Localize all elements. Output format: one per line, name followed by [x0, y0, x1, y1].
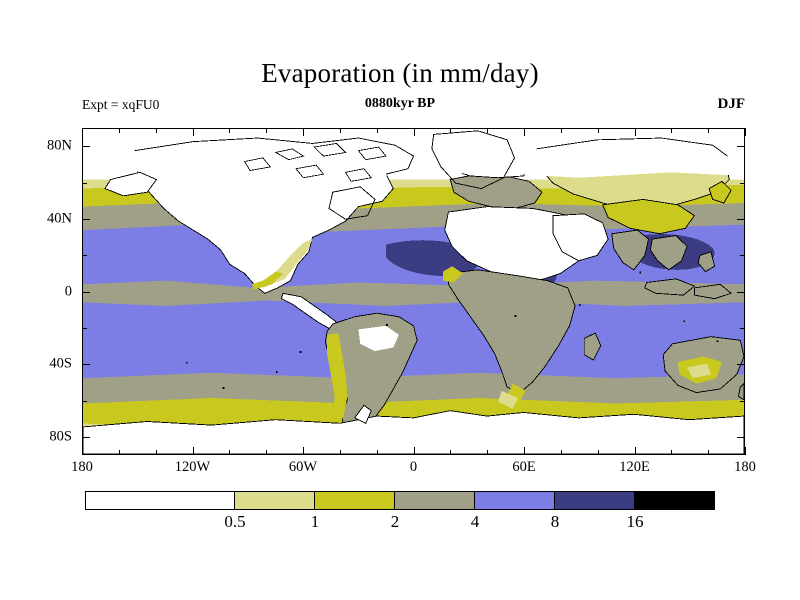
colorbar-band	[634, 492, 715, 509]
colorbar-band	[394, 492, 475, 509]
x-tick-label: 60W	[288, 459, 318, 475]
x-tick-label: 120W	[174, 459, 211, 475]
x-tick	[745, 447, 746, 455]
colorbar-tick-label: 4	[470, 512, 480, 531]
y-tick-label: 40S	[49, 355, 72, 372]
colorbar-tick-label: 0.5	[224, 512, 246, 531]
y-tick-label: 0	[64, 283, 72, 299]
colorbar-tick-label: 8	[550, 512, 560, 531]
x-tick-label: 0	[409, 459, 418, 475]
x-tick-label: 180	[734, 459, 756, 475]
x-tick-label: 120E	[619, 459, 650, 475]
colorbar-band	[234, 492, 315, 509]
map-plot-area	[82, 128, 745, 455]
y-tick-label: 40N	[47, 210, 72, 227]
colorbar-band	[474, 492, 555, 509]
colorbar-band	[314, 492, 395, 509]
x-tick	[745, 128, 746, 136]
colorbar-tick-label: 16	[626, 512, 644, 531]
y-tick-label: 80S	[49, 428, 72, 445]
world-evaporation-map	[83, 129, 744, 454]
season-label: DJF	[717, 96, 746, 112]
figure-subtitle: 0880kyr BP	[364, 96, 436, 111]
page-title: Evaporation (in mm/day)	[261, 58, 539, 88]
x-tick-label: 180	[71, 459, 93, 475]
colorbar-labels: 0.5 1 2 4 8 16	[0, 512, 800, 538]
colorbar-tick-label: 2	[390, 512, 400, 531]
colorbar-band	[554, 492, 635, 509]
experiment-label: Expt = xqFU0	[82, 97, 160, 112]
x-tick-label: 60E	[512, 459, 536, 475]
y-tick-label: 80N	[47, 137, 72, 154]
colorbar-band	[86, 492, 235, 509]
colorbar	[85, 491, 715, 510]
colorbar-tick-label: 1	[310, 512, 320, 531]
